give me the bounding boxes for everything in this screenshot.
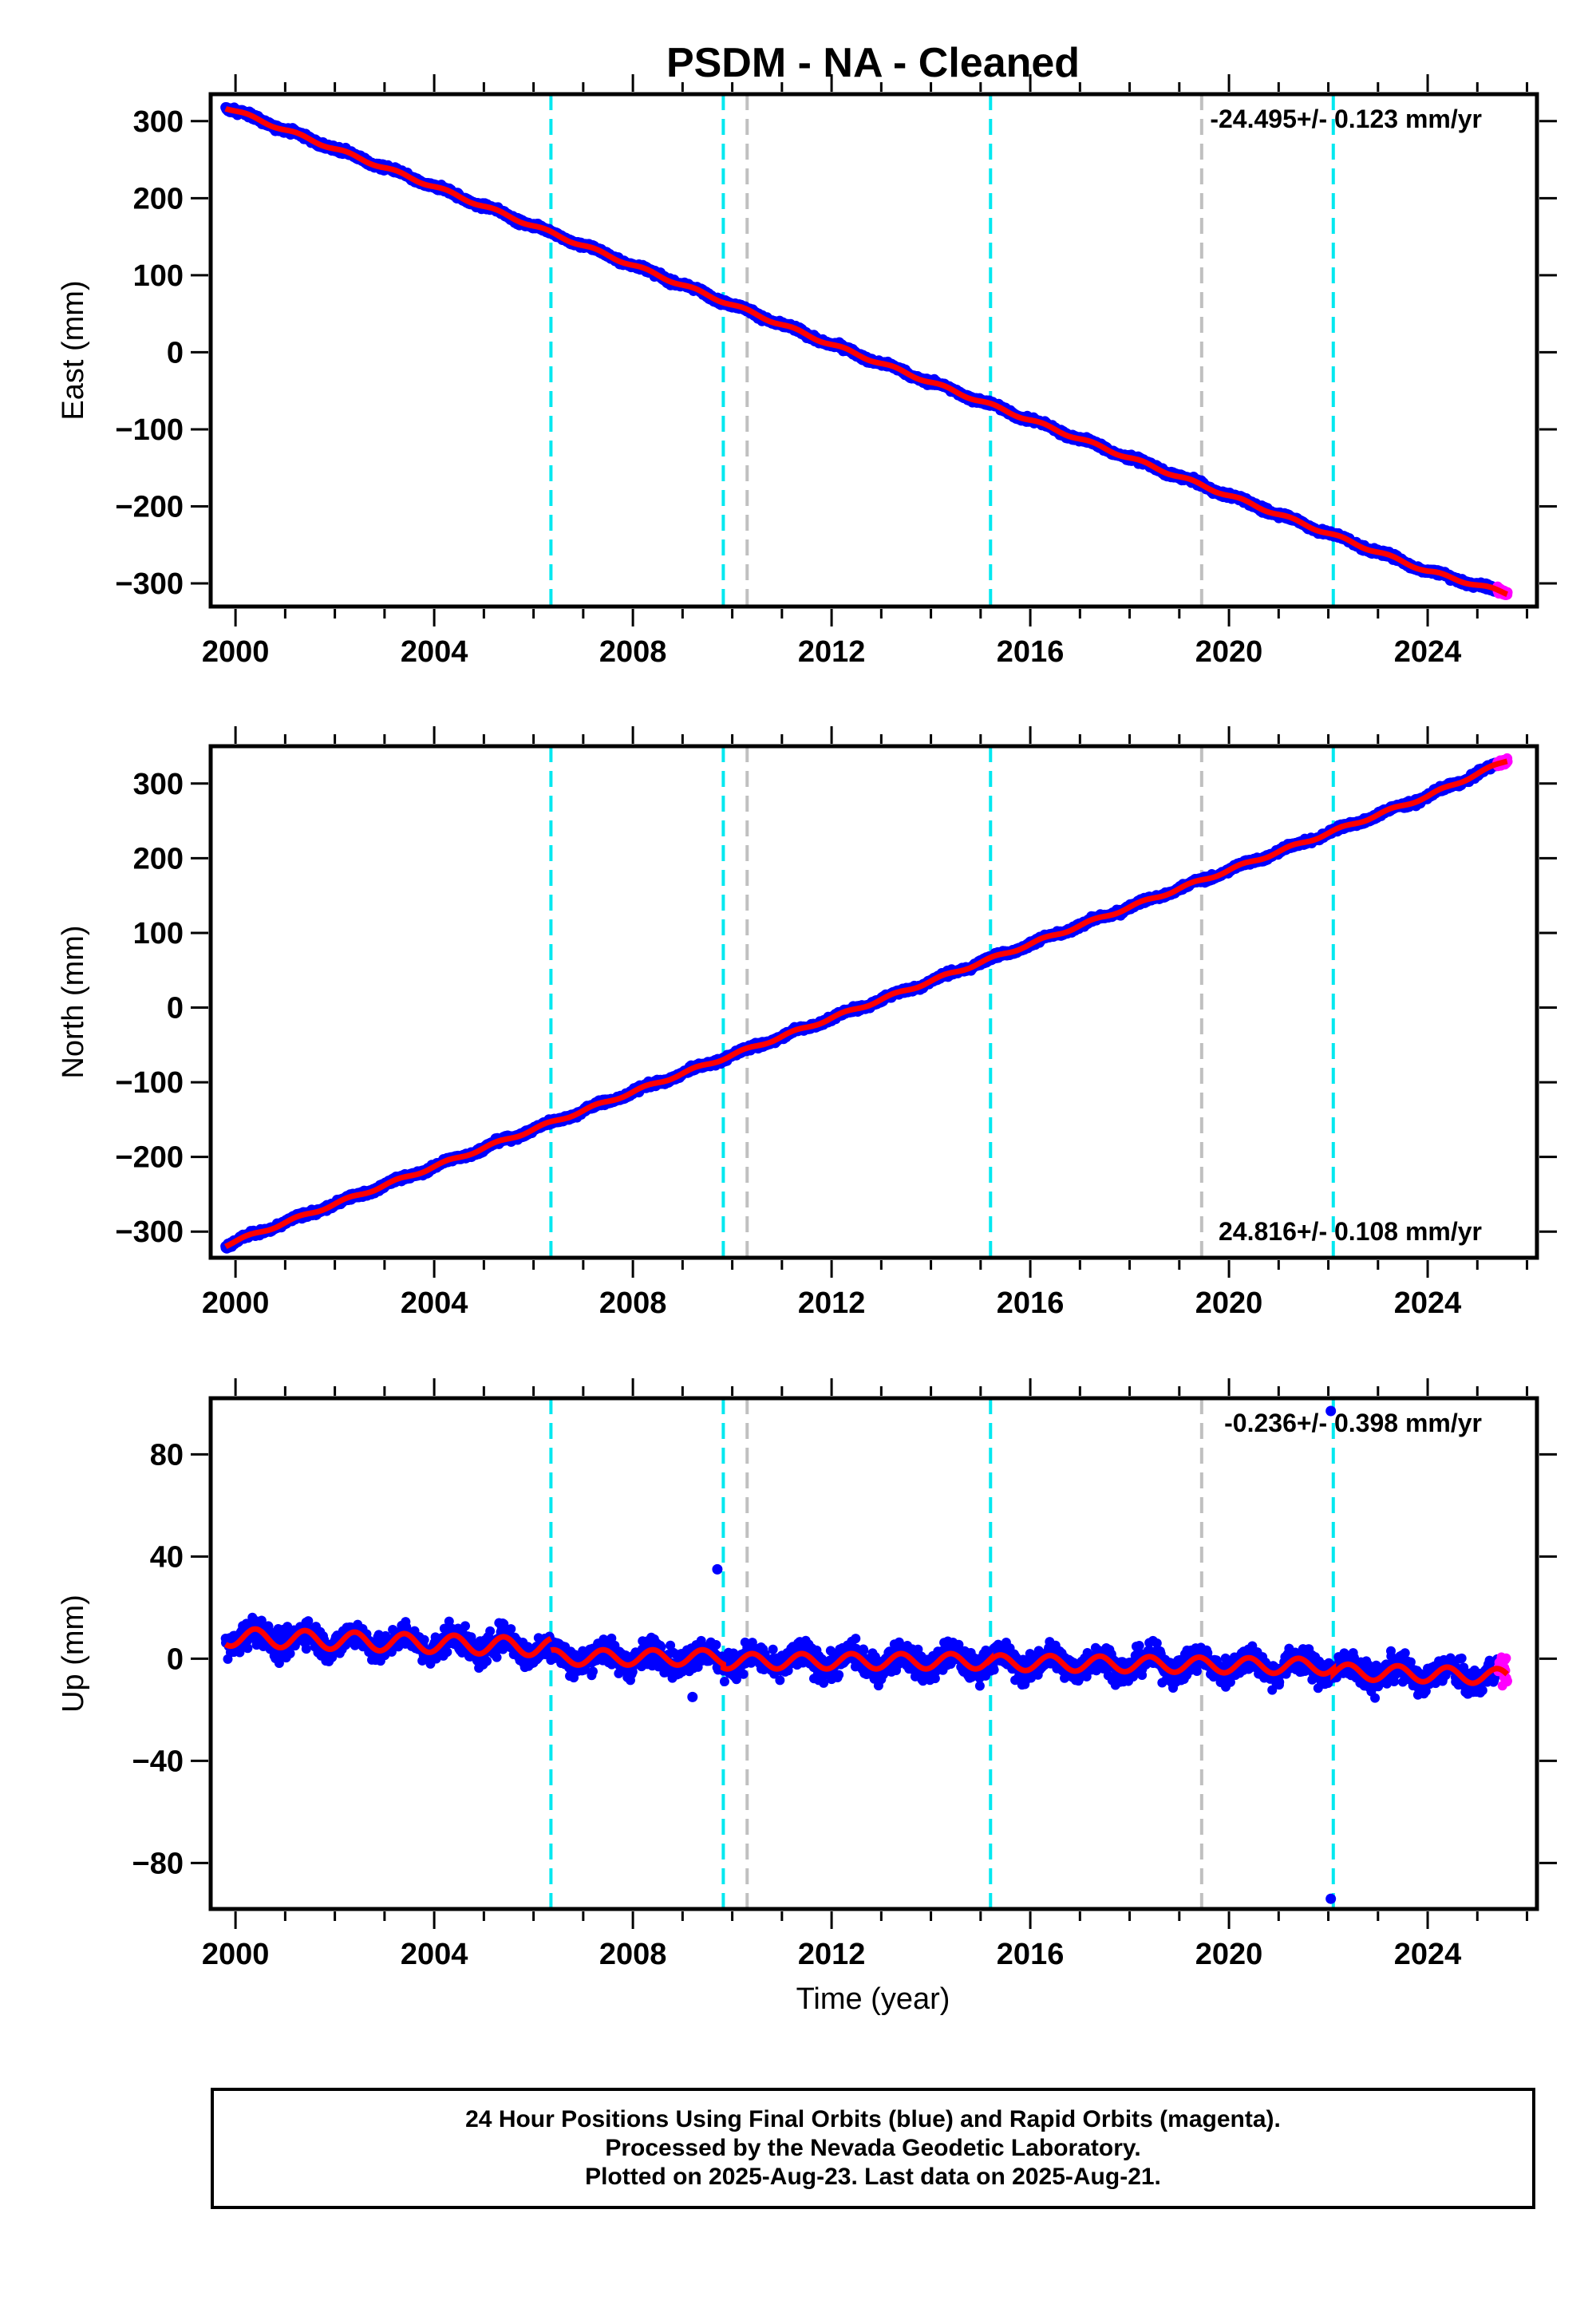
x-tick-label: 2024 — [1394, 635, 1462, 669]
y-tick-label: 0 — [167, 336, 184, 370]
y-tick-label: −100 — [115, 413, 184, 447]
y-tick-label: −300 — [115, 567, 184, 601]
x-axis-label: Time (year) — [796, 1982, 950, 2016]
y-tick-label: 200 — [133, 182, 184, 215]
chart-title: PSDM - NA - Cleaned — [666, 40, 1080, 86]
x-tick-label: 2000 — [202, 635, 270, 669]
data-points-north — [220, 753, 1513, 1254]
y-axis-label: East (mm) — [57, 280, 90, 420]
y-tick-label: 100 — [133, 259, 184, 293]
panel-north: 2000 2004 2008 2012 2016 2020 2024−300−200−100… — [57, 726, 1557, 1320]
x-tick-label: 2016 — [997, 635, 1065, 669]
y-tick-label: −200 — [115, 490, 184, 524]
x-tick-label: 2004 — [401, 635, 468, 669]
x-tick-label: 2020 — [1195, 635, 1263, 669]
velocity-label: -24.495+/- 0.123 mm/yr — [1210, 105, 1482, 133]
x-tick-label: 2008 — [599, 635, 667, 669]
x-tick-label: 2012 — [798, 635, 866, 669]
y-tick-label: 300 — [133, 105, 184, 139]
panel-east: 2000 2004 2008 2012 2016 2020 2024−300−200−100… — [57, 74, 1557, 669]
